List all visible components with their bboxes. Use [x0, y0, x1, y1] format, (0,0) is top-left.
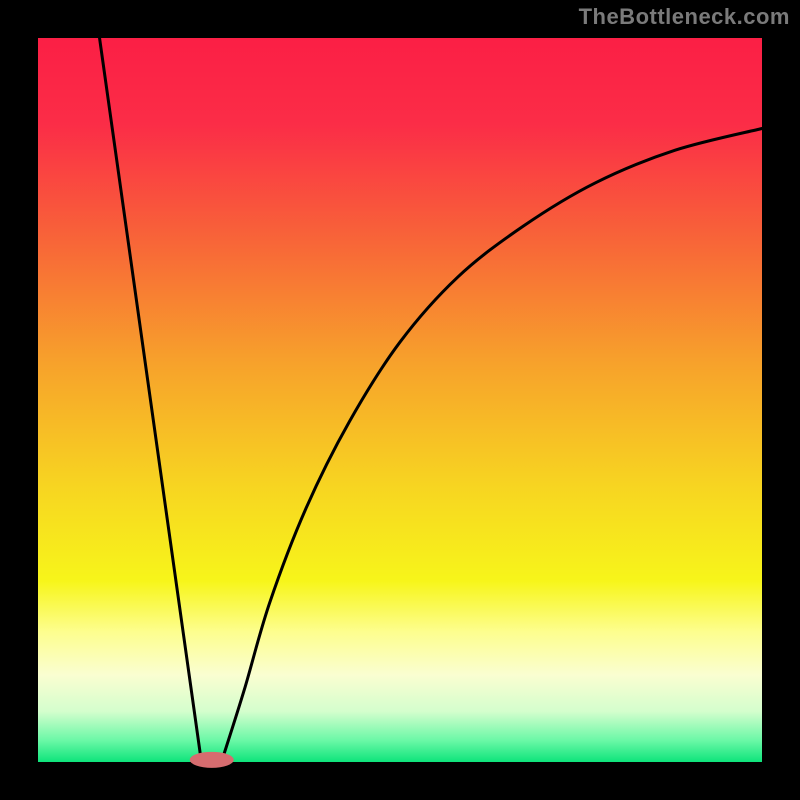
chart-container: TheBottleneck.com	[0, 0, 800, 800]
valley-marker	[190, 752, 234, 768]
plot-background	[38, 38, 762, 762]
watermark-text: TheBottleneck.com	[579, 4, 790, 30]
bottleneck-chart	[0, 0, 800, 800]
